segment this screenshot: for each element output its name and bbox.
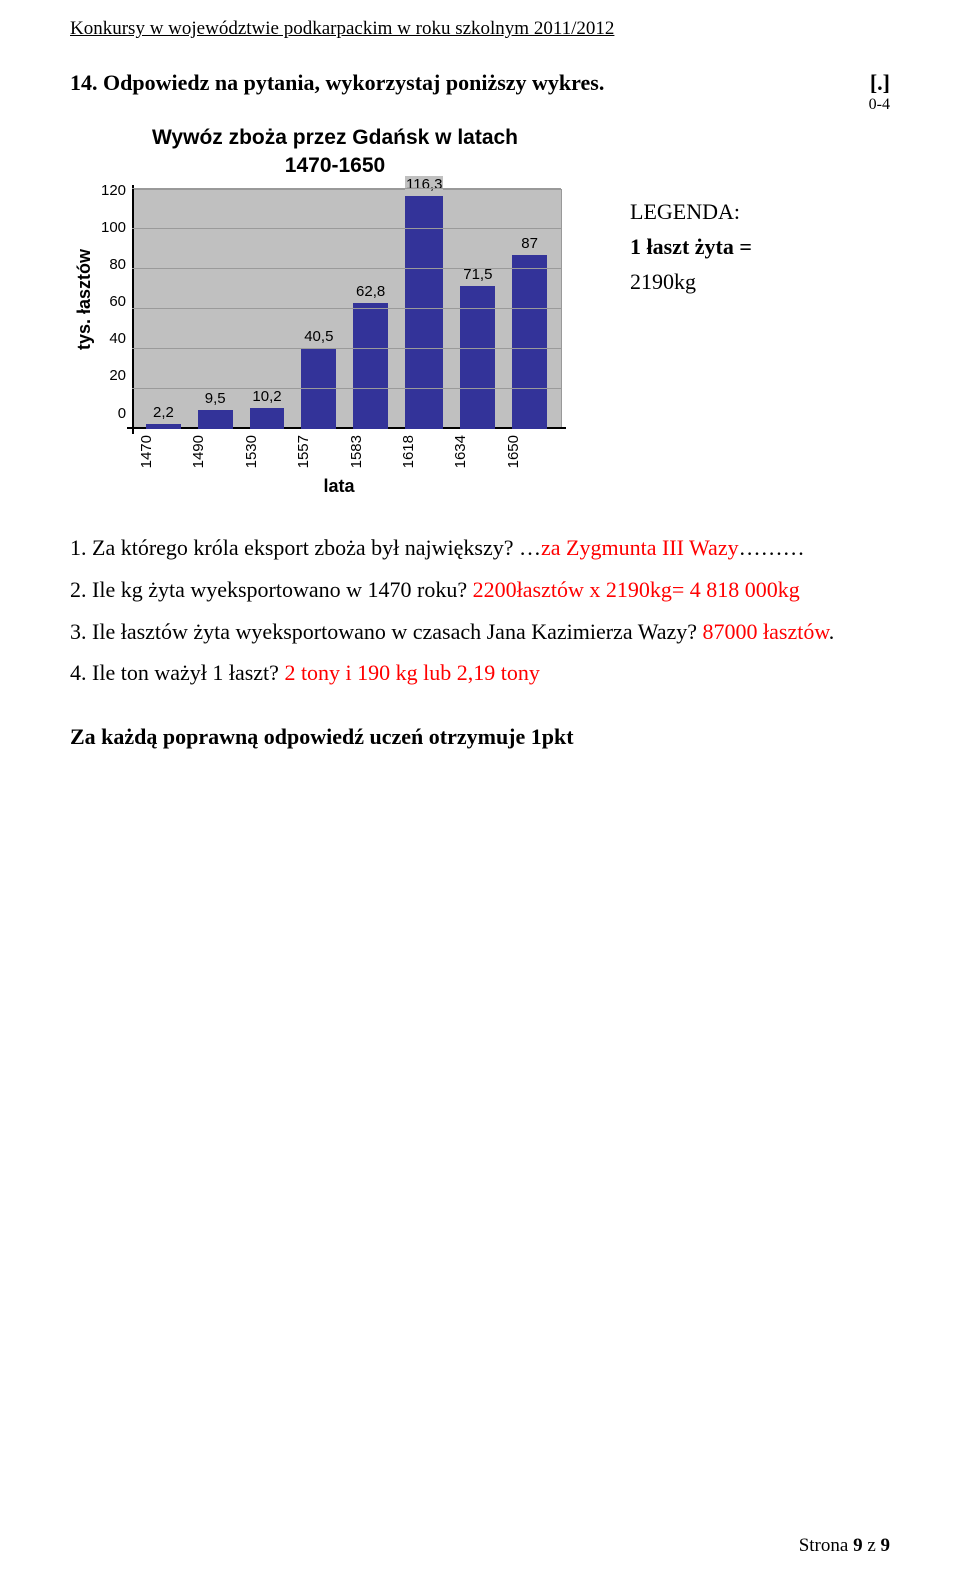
question-text: 14. Odpowiedz na pytania, wykorzystaj po… <box>70 70 604 96</box>
q1-prefix: 1. Za którego króla eksport zboża był na… <box>70 535 541 560</box>
x-tick: 1634 <box>452 435 487 468</box>
y-tick: 0 <box>118 405 126 422</box>
bar-wrap: 9,5 <box>198 390 233 429</box>
q3-suffix: . <box>829 619 835 644</box>
q3-prefix: 3. Ile łasztów żyta wyeksportowano w cza… <box>70 619 703 644</box>
grid-line <box>132 228 561 229</box>
page-footer: Strona 9 z 9 <box>799 1535 890 1557</box>
chart-block: Wywóz zboża przez Gdańsk w latach 1470-1… <box>70 124 600 497</box>
sub-q3: 3. Ile łasztów żyta wyeksportowano w cza… <box>70 611 890 653</box>
bar <box>146 424 181 428</box>
grid-line <box>132 268 561 269</box>
sub-q1: 1. Za którego króla eksport zboża był na… <box>70 527 890 569</box>
bar <box>405 196 443 429</box>
bar-wrap: 2,2 <box>146 404 181 428</box>
chart-title: Wywóz zboża przez Gdańsk w latach 1470-1… <box>70 124 600 181</box>
bar-value-label: 87 <box>520 235 539 252</box>
q3-answer: 87000 łasztów <box>703 619 829 644</box>
chart-area: Wywóz zboża przez Gdańsk w latach 1470-1… <box>70 124 890 497</box>
q2-prefix: 2. Ile kg żyta wyeksportowano w 1470 rok… <box>70 577 473 602</box>
y-tick: 100 <box>101 219 126 236</box>
footer-label: Strona <box>799 1535 853 1556</box>
q1-suffix: ……… <box>739 535 805 560</box>
footer-page: 9 <box>853 1535 863 1556</box>
y-tick: 20 <box>109 367 126 384</box>
bar <box>353 303 388 429</box>
x-tick: 1470 <box>138 435 173 468</box>
bar <box>512 255 547 429</box>
x-tick: 1583 <box>348 435 383 468</box>
legend-line-2: 2190kg <box>630 269 696 294</box>
y-axis-label: tys. łasztów <box>70 169 99 429</box>
q4-prefix: 4. Ile ton ważył 1 łaszt? <box>70 660 284 685</box>
bar-value-label: 116,3 <box>405 176 443 193</box>
chart-title-line-2: 1470-1650 <box>285 154 385 177</box>
grid-line <box>132 188 561 189</box>
y-tick: 60 <box>109 293 126 310</box>
bar-value-label: 2,2 <box>152 404 175 421</box>
bar <box>198 410 233 429</box>
bar-wrap: 87 <box>512 235 547 429</box>
credit-line: Za każdą poprawną odpowiedź uczeń otrzym… <box>70 724 890 750</box>
bar-wrap: 10,2 <box>250 388 285 428</box>
bar-wrap: 116,3 <box>405 176 443 429</box>
grid-line <box>132 308 561 309</box>
question-bracket: [.] <box>870 70 890 96</box>
bar-wrap: 62,8 <box>353 283 388 429</box>
y-tick: 40 <box>109 330 126 347</box>
bars-container: 2,29,510,240,562,8116,371,587 <box>132 190 561 429</box>
score-range: 0-4 <box>70 96 890 114</box>
legend: LEGENDA: 1 łaszt żyta = 2190kg <box>630 194 752 300</box>
x-tick: 1490 <box>190 435 225 468</box>
x-tick: 1618 <box>400 435 435 468</box>
footer-total: 9 <box>881 1535 891 1556</box>
bar-wrap: 40,5 <box>301 328 336 429</box>
legend-line-1: 1 łaszt żyta = <box>630 234 752 259</box>
sub-questions: 1. Za którego króla eksport zboża był na… <box>70 527 890 694</box>
x-tick: 1557 <box>295 435 330 468</box>
legend-title: LEGENDA: <box>630 199 740 224</box>
page-header: Konkursy w województwie podkarpackim w r… <box>70 0 890 40</box>
x-tick: 1650 <box>505 435 540 468</box>
sub-q2: 2. Ile kg żyta wyeksportowano w 1470 rok… <box>70 569 890 611</box>
chart-frame: tys. łasztów 120 100 80 60 40 20 0 2,29,… <box>70 189 600 429</box>
q2-answer: 2200łasztów x 2190kg= 4 818 000kg <box>473 577 800 602</box>
bar <box>250 408 285 428</box>
x-tick: 1530 <box>243 435 278 468</box>
footer-of: z <box>863 1535 881 1556</box>
grid-line <box>132 388 561 389</box>
grid-line <box>132 348 561 349</box>
x-axis-ticks: 1470 1490 1530 1557 1583 1618 1634 1650 <box>124 429 554 468</box>
bar-value-label: 62,8 <box>355 283 386 300</box>
y-tick: 80 <box>109 256 126 273</box>
question-row: 14. Odpowiedz na pytania, wykorzystaj po… <box>70 70 890 96</box>
sub-q4: 4. Ile ton ważył 1 łaszt? 2 tony i 190 k… <box>70 652 890 694</box>
y-tick: 120 <box>101 182 126 199</box>
q4-answer: 2 tony i 190 kg lub 2,19 tony <box>284 660 539 685</box>
chart-plot: 2,29,510,240,562,8116,371,587 <box>132 189 562 429</box>
bar-value-label: 40,5 <box>303 328 334 345</box>
chart-title-line-1: Wywóz zboża przez Gdańsk w latach <box>152 126 518 149</box>
bar-value-label: 10,2 <box>251 388 282 405</box>
bar-value-label: 9,5 <box>204 390 227 407</box>
y-axis-ticks: 120 100 80 60 40 20 0 <box>99 182 132 422</box>
q1-answer: za Zygmunta III Wazy <box>541 535 739 560</box>
x-axis-label: lata <box>124 476 554 497</box>
